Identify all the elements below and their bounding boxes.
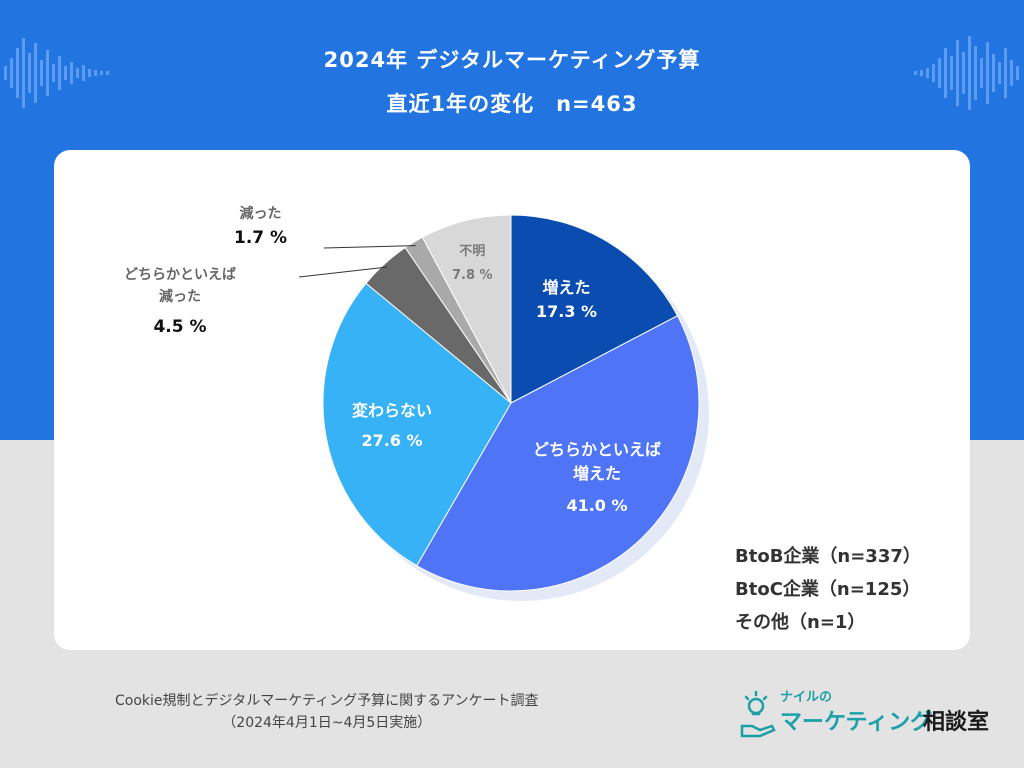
label-decreased-name: 減った [239,206,282,222]
label-unknown-value: 7.8 % [452,268,493,283]
label-unchanged-value: 27.6 % [361,431,423,450]
label-somewhat-increased-name1: どちらかといえば [532,440,661,459]
logo-small-text: ナイルの [780,690,833,705]
pie-chart [298,214,709,601]
chart-title-line2: 直近1年の変化 n=463 [386,92,638,116]
label-somewhat-increased: どちらかといえば 増えた 41.0 % [512,438,682,518]
sample-btoc: BtoC企業（n=125） [735,579,921,600]
leader-line-decreased [323,245,416,249]
pie-slice-5 [421,214,512,404]
label-unknown: 不明 7.8 % [452,240,493,288]
label-increased-name: 増えた [542,278,591,297]
sound-wave-left-decoration [4,38,109,108]
logo-suffix-text: 相談室 [923,710,990,735]
brand-logo: ナイルの マーケティング 相談室 [738,686,1008,746]
chart-title-line1: 2024年 デジタルマーケティング予算 [323,48,701,72]
sound-wave-right-decoration [914,36,1019,110]
label-unchanged-name: 変わらない [352,401,433,420]
survey-period: （2024年4月1日~4月5日実施） [222,715,432,731]
logo-main-text: マーケティング [780,710,933,735]
pie-slice-0 [510,214,679,404]
label-somewhat-increased-name2: 増えた [572,464,621,483]
label-somewhat-decreased-name2: 減った [159,289,201,305]
label-decreased: 減った 1.7 % [234,202,287,250]
sample-other: その他（n=1） [735,612,866,633]
survey-caption: Cookie規制とデジタルマーケティング予算に関するアンケート調査 （2024年… [115,690,539,734]
label-somewhat-decreased: どちらかといえば 減った 4.5 % [124,264,236,338]
label-increased: 増えた 17.3 % [536,276,597,324]
survey-title: Cookie規制とデジタルマーケティング予算に関するアンケート調査 [115,693,539,709]
pie-slice-2 [322,282,512,567]
label-decreased-value: 1.7 % [234,228,288,248]
pie-slice-1 [416,315,700,592]
chart-card: 増えた 17.3 % どちらかといえば 増えた 41.0 % 変わらない 27.… [54,150,970,650]
sample-btob: BtoB企業（n=337） [735,546,921,567]
label-unknown-name: 不明 [459,244,486,259]
leader-line-somewhat-decreased [298,266,388,278]
label-increased-value: 17.3 % [536,302,598,321]
sample-breakdown: BtoB企業（n=337） BtoC企業（n=125） その他（n=1） [735,540,921,639]
label-somewhat-decreased-name1: どちらかといえば [124,267,236,283]
label-somewhat-decreased-value: 4.5 % [153,317,207,337]
label-somewhat-increased-value: 41.0 % [566,496,628,515]
label-unchanged: 変わらない 27.6 % [352,396,432,456]
lightbulb-hand-icon [740,690,776,738]
